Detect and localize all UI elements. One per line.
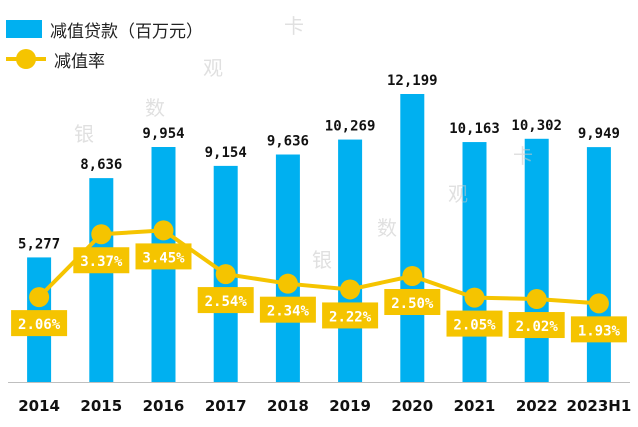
- bar: [400, 94, 425, 382]
- rate-label: 2.54%: [205, 294, 248, 310]
- x-tick-label: 2023H1: [567, 397, 632, 415]
- rate-label-box: [446, 310, 503, 337]
- rate-point: [464, 287, 485, 308]
- bar-value-label: 10,302: [511, 118, 562, 134]
- bar-value-label: 9,949: [578, 126, 620, 142]
- bar-value-label: 9,636: [267, 134, 309, 150]
- rate-label: 2.05%: [453, 318, 496, 334]
- rate-point: [215, 264, 236, 285]
- bar: [462, 142, 487, 382]
- watermark-text: 银: [74, 122, 94, 146]
- watermark-text: 观: [203, 56, 223, 80]
- rate-label-box: [322, 302, 379, 329]
- x-tick-label: 2022: [516, 397, 558, 415]
- x-tick-label: 2017: [205, 397, 247, 415]
- rate-label-box: [508, 312, 565, 339]
- x-tick-label: 2018: [267, 397, 309, 415]
- rate-label: 2.02%: [516, 319, 559, 335]
- legend-item-line: 减值率: [6, 44, 203, 74]
- rate-label-box: [570, 316, 627, 343]
- watermark-text: 数: [145, 96, 165, 120]
- bar: [524, 138, 549, 382]
- legend-item-bars: 减值贷款（百万元）: [6, 14, 203, 44]
- rate-point: [153, 220, 174, 241]
- rate-point: [29, 287, 50, 308]
- rate-label-box: [384, 289, 441, 315]
- bar-value-label: 10,163: [449, 121, 500, 137]
- bar-value-label: 8,636: [80, 157, 122, 173]
- watermark-text: 观: [448, 182, 468, 206]
- rate-point: [277, 273, 298, 294]
- bar-value-label: 12,199: [387, 73, 438, 89]
- watermark-text: 卡: [513, 144, 533, 168]
- rate-point: [340, 279, 361, 300]
- x-tick-label: 2015: [80, 397, 122, 415]
- rate-label: 2.50%: [391, 296, 434, 312]
- rate-label: 2.06%: [18, 317, 61, 333]
- rate-point: [526, 289, 547, 310]
- x-tick-label: 2016: [143, 397, 185, 415]
- watermark-text: 银: [312, 248, 332, 272]
- legend-label-line: 减值率: [54, 51, 105, 72]
- bar: [586, 147, 611, 382]
- rate-label-box: [11, 310, 68, 337]
- legend-label-bars: 减值贷款（百万元）: [50, 21, 203, 42]
- legend: 减值贷款（百万元） 减值率: [6, 14, 203, 74]
- legend-swatch-bar: [6, 20, 42, 38]
- rate-line: [37, 228, 600, 306]
- bar-value-label: 9,954: [142, 126, 184, 142]
- rate-label: 3.45%: [142, 250, 185, 266]
- watermark-text: 数: [377, 216, 397, 240]
- bar: [275, 154, 300, 382]
- rate-label-box: [259, 296, 316, 323]
- rate-point: [91, 224, 112, 245]
- rate-label: 2.34%: [267, 304, 310, 320]
- watermark-text: 卡: [284, 14, 304, 38]
- rate-label-box: [197, 287, 254, 314]
- rate-label: 1.93%: [578, 323, 621, 339]
- legend-swatch-line: [6, 49, 46, 69]
- x-tick-label: 2020: [391, 397, 433, 415]
- bar: [89, 178, 114, 382]
- bar-value-label: 5,277: [18, 236, 60, 252]
- rate-label: 2.22%: [329, 309, 372, 325]
- x-tick-label: 2019: [329, 397, 371, 415]
- x-tick-label: 2014: [18, 397, 60, 415]
- bar-value-label: 10,269: [325, 119, 376, 135]
- x-tick-label: 2021: [454, 397, 496, 415]
- rate-point: [588, 293, 609, 314]
- bar-value-label: 9,154: [205, 145, 247, 161]
- rate-point: [402, 266, 423, 286]
- rate-label-box: [135, 243, 192, 270]
- rate-label: 3.37%: [80, 254, 123, 270]
- rate-label-box: [73, 247, 130, 274]
- bar: [338, 139, 363, 382]
